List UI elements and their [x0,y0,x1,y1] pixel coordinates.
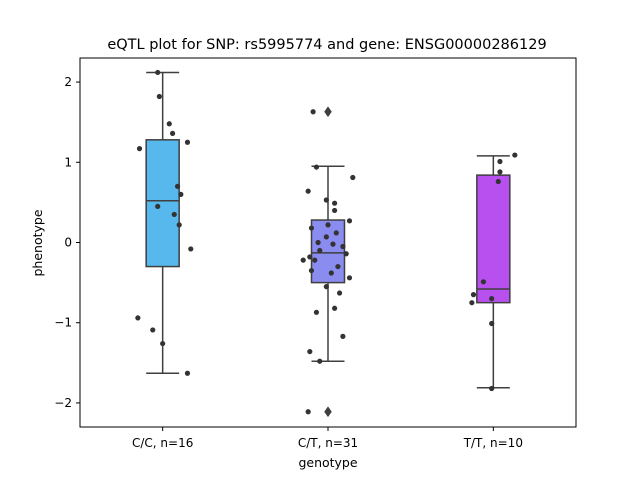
y-tick-label: −1 [54,316,72,330]
box-group [135,69,194,376]
data-point [470,292,477,298]
data-point [156,93,162,100]
iqr-box [310,219,346,284]
data-point [307,254,313,260]
data-point [333,230,339,236]
outlier-marker [324,406,332,418]
data-point [343,251,349,257]
data-point [307,348,313,355]
data-point [480,279,487,285]
box-group [469,152,518,392]
y-axis-label: phenotype [30,209,45,276]
data-point [184,139,191,145]
x-tick-label: C/T, n=31 [298,436,358,450]
data-point [336,290,343,296]
data-point [305,188,311,194]
data-point [350,174,356,181]
data-point [171,211,177,218]
data-point [489,320,495,327]
data-point [305,409,311,415]
data-point [150,327,156,333]
data-point [160,340,166,347]
data-point [323,284,329,290]
y-tick-label: 2 [64,75,72,89]
data-point [330,241,336,247]
data-point [310,109,316,115]
data-point [332,207,338,214]
data-point [300,257,306,263]
data-point [166,121,172,127]
axes: C/C, n=16 C/T, n=31 T/T, n=10 −2 −1 0 1 2 [54,75,523,450]
data-point [169,130,176,137]
y-tick-label: 0 [64,236,72,250]
data-point [178,191,184,197]
data-point [155,69,161,76]
y-tick-label: 1 [64,155,72,169]
iqr-box [145,139,180,268]
outlier-marker [324,106,332,118]
data-point [328,270,334,276]
data-point [315,239,321,246]
data-point [489,385,495,392]
data-point [340,243,346,250]
box-group [300,106,356,418]
data-point [313,309,320,315]
data-point [497,158,503,165]
data-point [308,267,315,274]
data-point [495,178,501,185]
data-point [323,234,329,240]
data-point [340,333,346,339]
data-point [469,300,475,306]
data-point [512,152,518,158]
data-point [184,370,191,376]
data-point [317,358,323,364]
data-point [346,218,353,224]
data-point [489,296,495,302]
data-point [174,183,181,189]
data-point [176,222,182,228]
data-point [308,225,315,231]
x-tick-label: C/C, n=16 [132,436,193,450]
data-point [313,164,320,170]
data-point [497,169,503,175]
y-tick-label: −2 [54,396,72,410]
chart-title: eQTL plot for SNP: rs5995774 and gene: E… [107,37,546,53]
data-point [346,275,353,281]
data-point [312,257,318,263]
data-point [155,203,161,210]
plot-area [135,69,518,418]
data-point [325,222,331,228]
data-point [136,146,143,152]
data-point [135,315,141,321]
data-point [332,305,338,311]
data-point [317,247,323,254]
data-point [332,200,338,206]
x-axis-label: genotype [298,455,357,470]
x-tick-label: T/T, n=10 [463,436,523,450]
data-point [323,197,329,203]
data-point [188,246,194,252]
data-point [335,263,341,270]
